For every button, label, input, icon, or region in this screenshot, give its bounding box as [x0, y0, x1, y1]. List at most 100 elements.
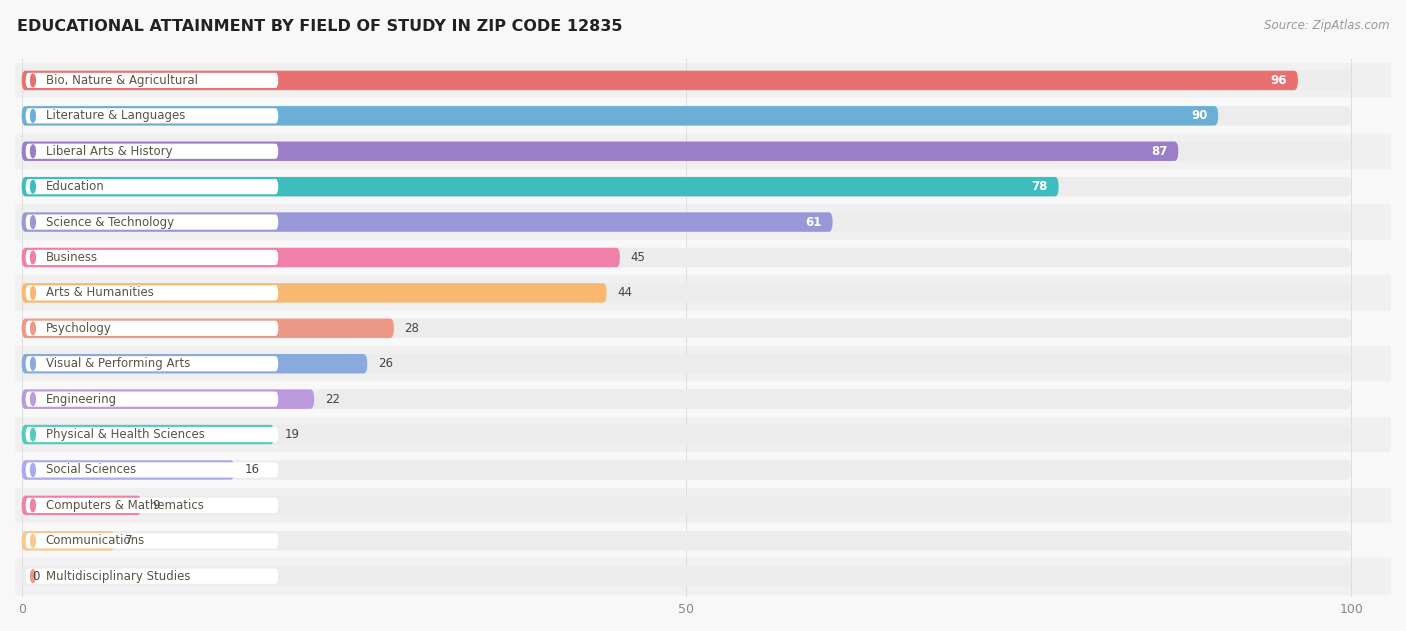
FancyBboxPatch shape: [21, 283, 1351, 303]
FancyBboxPatch shape: [25, 427, 278, 442]
Text: 28: 28: [405, 322, 419, 335]
Text: 16: 16: [245, 463, 260, 476]
FancyBboxPatch shape: [21, 495, 1351, 515]
Text: EDUCATIONAL ATTAINMENT BY FIELD OF STUDY IN ZIP CODE 12835: EDUCATIONAL ATTAINMENT BY FIELD OF STUDY…: [17, 19, 623, 34]
FancyBboxPatch shape: [21, 248, 620, 267]
FancyBboxPatch shape: [21, 531, 115, 550]
Text: 26: 26: [378, 357, 392, 370]
Circle shape: [31, 216, 35, 228]
FancyBboxPatch shape: [21, 141, 1351, 161]
FancyBboxPatch shape: [21, 212, 1351, 232]
Bar: [15, 310, 1391, 346]
FancyBboxPatch shape: [21, 71, 1298, 90]
Text: Source: ZipAtlas.com: Source: ZipAtlas.com: [1264, 19, 1389, 32]
Text: 96: 96: [1271, 74, 1288, 87]
Text: Education: Education: [45, 180, 104, 193]
FancyBboxPatch shape: [21, 141, 1178, 161]
Circle shape: [31, 428, 35, 441]
FancyBboxPatch shape: [21, 319, 1351, 338]
Circle shape: [31, 322, 35, 334]
FancyBboxPatch shape: [21, 354, 367, 374]
Text: Computers & Mathematics: Computers & Mathematics: [45, 499, 204, 512]
FancyBboxPatch shape: [21, 319, 394, 338]
Text: 61: 61: [806, 216, 823, 228]
FancyBboxPatch shape: [21, 177, 1059, 196]
FancyBboxPatch shape: [21, 425, 1351, 444]
FancyBboxPatch shape: [25, 179, 278, 194]
Bar: [15, 275, 1391, 310]
Bar: [15, 62, 1391, 98]
Circle shape: [31, 570, 35, 582]
Circle shape: [31, 464, 35, 476]
Circle shape: [31, 357, 35, 370]
Circle shape: [31, 499, 35, 512]
FancyBboxPatch shape: [25, 109, 278, 124]
FancyBboxPatch shape: [25, 285, 278, 300]
Text: Science & Technology: Science & Technology: [45, 216, 174, 228]
FancyBboxPatch shape: [21, 106, 1351, 126]
FancyBboxPatch shape: [25, 392, 278, 407]
Text: 90: 90: [1191, 109, 1208, 122]
FancyBboxPatch shape: [21, 106, 1218, 126]
FancyBboxPatch shape: [25, 533, 278, 548]
Text: 78: 78: [1032, 180, 1047, 193]
Text: 0: 0: [32, 570, 39, 582]
Text: Social Sciences: Social Sciences: [45, 463, 136, 476]
FancyBboxPatch shape: [21, 460, 1351, 480]
FancyBboxPatch shape: [25, 321, 278, 336]
Bar: [15, 523, 1391, 558]
FancyBboxPatch shape: [21, 212, 832, 232]
Bar: [15, 169, 1391, 204]
FancyBboxPatch shape: [21, 495, 141, 515]
Bar: [15, 558, 1391, 594]
Circle shape: [31, 109, 35, 122]
Text: 44: 44: [617, 286, 633, 299]
FancyBboxPatch shape: [25, 498, 278, 513]
Circle shape: [31, 286, 35, 299]
Bar: [15, 346, 1391, 381]
Bar: [15, 134, 1391, 169]
Text: Communications: Communications: [45, 534, 145, 547]
Bar: [15, 98, 1391, 134]
FancyBboxPatch shape: [21, 354, 1351, 374]
Bar: [15, 417, 1391, 452]
Text: Literature & Languages: Literature & Languages: [45, 109, 186, 122]
FancyBboxPatch shape: [21, 283, 606, 303]
Text: Physical & Health Sciences: Physical & Health Sciences: [45, 428, 204, 441]
FancyBboxPatch shape: [25, 250, 278, 265]
Circle shape: [31, 251, 35, 264]
Text: Business: Business: [45, 251, 97, 264]
Circle shape: [31, 145, 35, 158]
Text: Visual & Performing Arts: Visual & Performing Arts: [45, 357, 190, 370]
Text: Engineering: Engineering: [45, 392, 117, 406]
FancyBboxPatch shape: [21, 177, 1351, 196]
FancyBboxPatch shape: [25, 215, 278, 230]
FancyBboxPatch shape: [21, 248, 1351, 267]
FancyBboxPatch shape: [25, 73, 278, 88]
Text: Multidisciplinary Studies: Multidisciplinary Studies: [45, 570, 190, 582]
Bar: [15, 240, 1391, 275]
Text: Arts & Humanities: Arts & Humanities: [45, 286, 153, 299]
Bar: [15, 381, 1391, 417]
Circle shape: [31, 180, 35, 193]
FancyBboxPatch shape: [21, 425, 274, 444]
FancyBboxPatch shape: [21, 531, 1351, 550]
Text: Bio, Nature & Agricultural: Bio, Nature & Agricultural: [45, 74, 198, 87]
Text: 9: 9: [152, 499, 159, 512]
Text: 87: 87: [1152, 144, 1167, 158]
Circle shape: [31, 392, 35, 406]
FancyBboxPatch shape: [21, 71, 1351, 90]
Text: 7: 7: [125, 534, 132, 547]
FancyBboxPatch shape: [25, 356, 278, 371]
Text: 19: 19: [285, 428, 299, 441]
Text: Psychology: Psychology: [45, 322, 111, 335]
FancyBboxPatch shape: [21, 389, 314, 409]
Text: 45: 45: [630, 251, 645, 264]
FancyBboxPatch shape: [21, 389, 1351, 409]
Bar: [15, 204, 1391, 240]
Bar: [15, 452, 1391, 488]
Circle shape: [31, 534, 35, 547]
FancyBboxPatch shape: [21, 460, 235, 480]
Text: Liberal Arts & History: Liberal Arts & History: [45, 144, 172, 158]
FancyBboxPatch shape: [25, 569, 278, 584]
